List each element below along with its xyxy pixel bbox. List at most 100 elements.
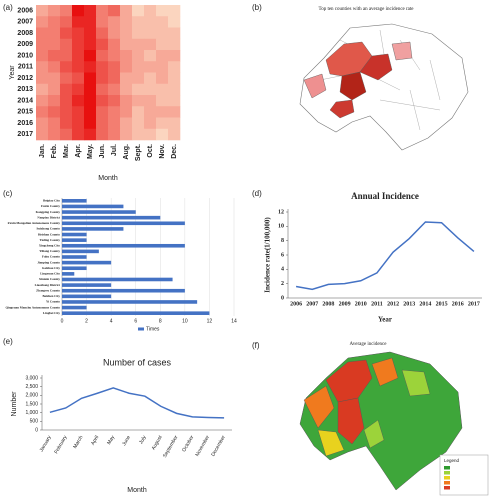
heat-cell	[48, 61, 61, 73]
heat-cell	[84, 72, 97, 85]
heat-cell	[48, 5, 61, 17]
heat-cell	[168, 106, 181, 118]
heat-cell	[144, 61, 157, 73]
panel-label: (a)	[3, 3, 13, 12]
county-high	[359, 53, 393, 81]
heat-cell	[36, 83, 49, 96]
x-tick-label: 2014	[419, 301, 431, 307]
heat-cell	[168, 95, 181, 107]
heat-cell	[60, 117, 73, 130]
heat-cell	[120, 61, 133, 73]
x-tick-label: March	[72, 434, 84, 449]
heat-cell	[156, 106, 169, 118]
panel-label: (d)	[252, 189, 262, 198]
heat-cell	[156, 50, 169, 62]
heat-cell	[60, 106, 73, 118]
heat-cell	[48, 38, 61, 51]
heat-cell	[108, 95, 121, 107]
y-tick-label: 1,000	[25, 410, 38, 416]
heat-cell	[108, 38, 121, 51]
panel-label: (e)	[3, 337, 13, 346]
y-tick-label: Xingcheng City	[39, 243, 61, 247]
y-tick-label: 4	[281, 267, 284, 273]
bar	[62, 272, 75, 276]
bar	[62, 288, 185, 293]
y-tick-label: Lingbei City	[43, 311, 60, 315]
x-tick-label: 2006	[290, 301, 302, 307]
heat-cell	[156, 5, 169, 17]
legend-swatch	[444, 481, 450, 485]
x-tick-label: January	[39, 434, 53, 453]
y-tick-label: 2010	[17, 52, 33, 59]
heat-cell	[72, 5, 85, 17]
heat-cell	[108, 61, 121, 73]
heat-cell	[108, 16, 121, 28]
heat-cell	[72, 106, 85, 118]
y-axis-label: Incidence rate(1/100,000)	[264, 217, 272, 293]
x-tick-label: 6	[134, 318, 137, 324]
panel-label: (b)	[252, 3, 262, 12]
y-tick-label: 2,000	[25, 393, 38, 399]
bar	[62, 215, 161, 220]
panel-label: (f)	[252, 341, 260, 350]
heat-cell	[84, 61, 97, 73]
y-tick-label: Lingyuan City	[40, 272, 60, 276]
heat-cell	[96, 117, 109, 130]
heat-cell	[120, 72, 133, 85]
heat-cell	[96, 16, 109, 28]
heat-cell	[60, 16, 73, 28]
x-tick-label: Feb.	[51, 144, 58, 158]
x-tick-label: 10	[182, 318, 188, 324]
y-tick-label: Suizhong County	[37, 227, 61, 231]
x-tick-label: Jan.	[39, 144, 46, 158]
heat-cell	[96, 83, 109, 96]
heat-cell	[156, 117, 169, 130]
heat-cell	[108, 128, 121, 141]
bar	[62, 249, 99, 254]
y-tick-label: 2015	[17, 109, 33, 116]
line-series	[49, 387, 225, 419]
heat-cell	[156, 27, 169, 40]
heat-cell	[168, 117, 181, 130]
heat-cell	[72, 95, 85, 107]
heat-cell	[156, 95, 169, 107]
heat-cell	[36, 27, 49, 40]
heat-cell	[84, 50, 97, 62]
heat-cell	[120, 5, 133, 17]
y-tick-label: 1,500	[25, 401, 38, 407]
y-tick-label: Xinmin County	[39, 277, 61, 281]
heat-cell	[132, 106, 145, 118]
heat-cell	[168, 83, 181, 96]
heat-cell	[108, 5, 121, 17]
x-tick-label: 2017	[468, 301, 480, 307]
heat-cell	[108, 117, 121, 130]
heat-cell	[48, 83, 61, 96]
x-tick-label: 2	[85, 318, 88, 324]
heat-cell	[36, 106, 49, 118]
legend-label: Times	[146, 326, 160, 332]
heat-cell	[132, 72, 145, 85]
heat-cell	[84, 16, 97, 28]
heat-cell	[156, 83, 169, 96]
heat-cell	[144, 27, 157, 40]
heat-cell	[96, 72, 109, 85]
heat-cell	[132, 83, 145, 96]
y-tick-label: 2,500	[25, 384, 38, 390]
heat-cell	[144, 5, 157, 17]
heat-cell	[48, 117, 61, 130]
heat-cell	[60, 5, 73, 17]
x-tick-label: Dec.	[171, 144, 178, 159]
y-tick-label: Jianping County	[37, 260, 60, 264]
heat-cell	[72, 72, 85, 85]
heat-cell	[156, 16, 169, 28]
y-tick-label: 2012	[17, 75, 33, 82]
heat-cell	[96, 38, 109, 51]
heat-cell	[168, 16, 181, 28]
heat-cell	[60, 128, 73, 141]
legend-swatch	[444, 466, 450, 470]
heat-cell	[84, 27, 97, 40]
x-tick-label: Oct.	[147, 144, 154, 158]
heat-cell	[156, 128, 169, 141]
heat-cell	[120, 50, 133, 62]
heat-cell	[72, 16, 85, 28]
